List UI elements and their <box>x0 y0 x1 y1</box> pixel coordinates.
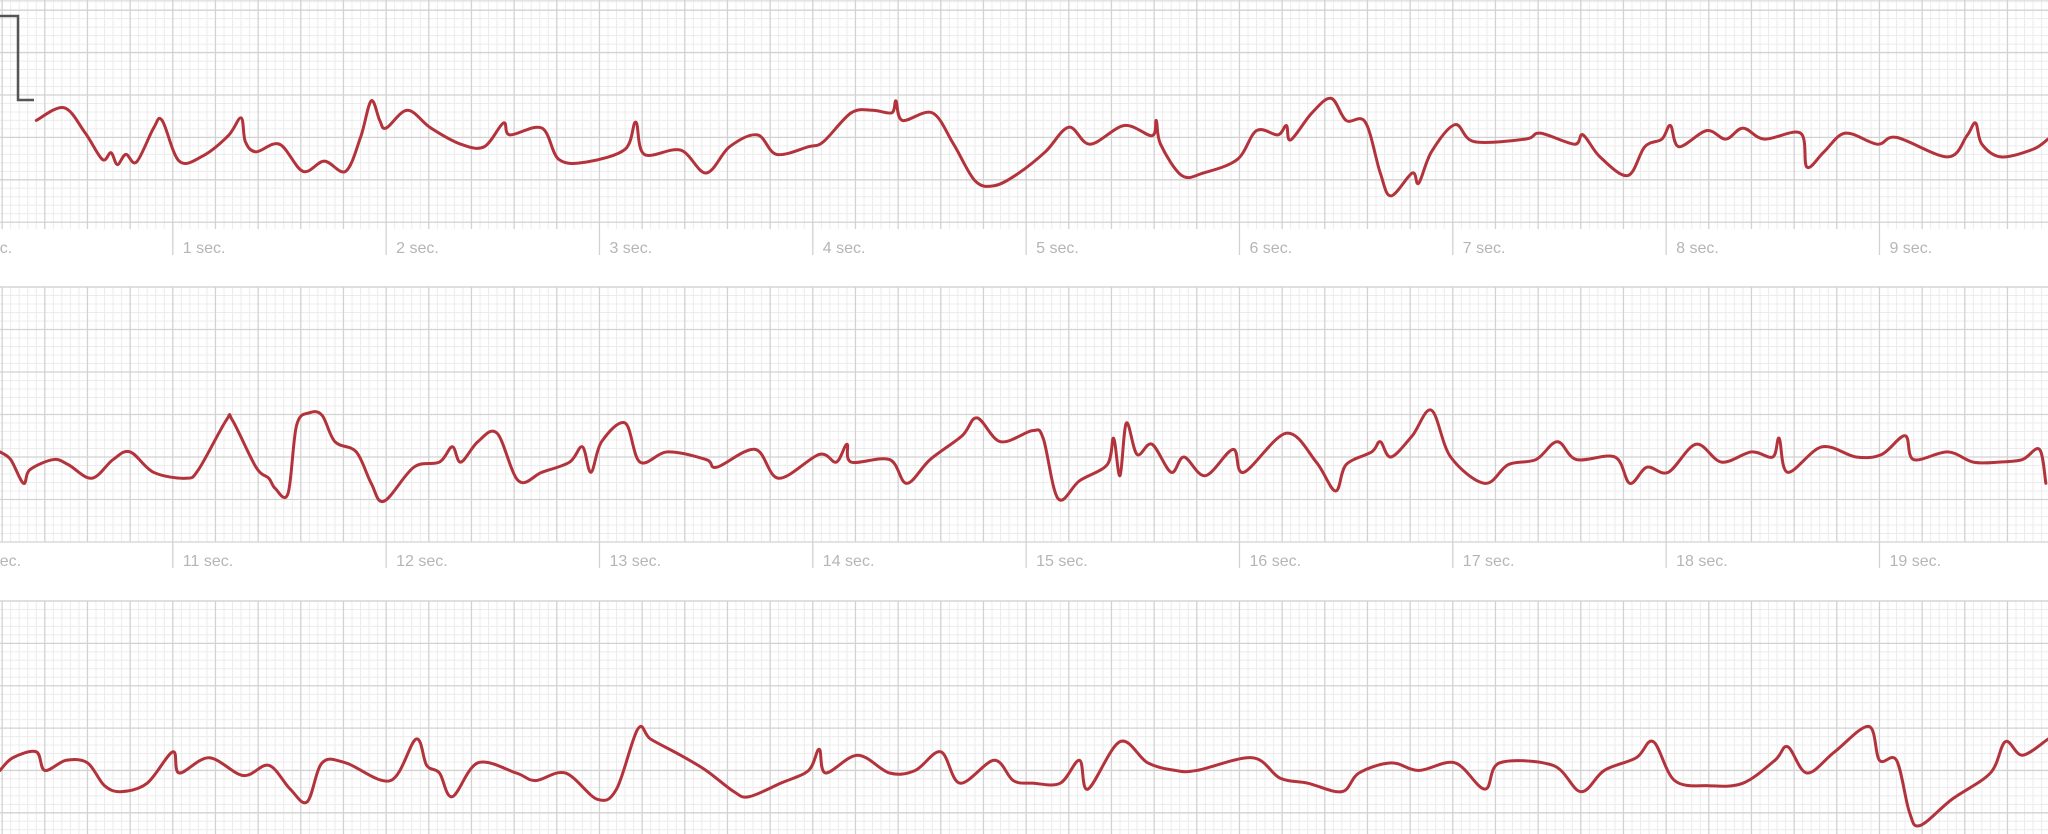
x-tick-label: 5 sec. <box>1036 240 1079 257</box>
x-tick-label: 18 sec. <box>1676 553 1728 570</box>
x-tick-label: 7 sec. <box>1463 240 1506 257</box>
x-tick-label: 19 sec. <box>1889 553 1941 570</box>
x-tick-label: 15 sec. <box>1036 553 1088 570</box>
x-tick-label: 16 sec. <box>1249 553 1301 570</box>
ecg-strip <box>0 600 2048 834</box>
ecg-trace <box>0 724 2048 828</box>
x-tick-label: 3 sec. <box>609 240 652 257</box>
ecg-trace <box>0 408 2048 504</box>
x-tick-label: 10 sec. <box>0 553 21 570</box>
calibration-mark <box>0 14 34 102</box>
x-tick-label: 4 sec. <box>823 240 866 257</box>
x-tick-label: 2 sec. <box>396 240 439 257</box>
ecg-strip: 10 sec. 11 sec. 12 sec. 13 sec. 14 sec. 15 se… <box>0 286 2048 570</box>
x-tick-label: 12 sec. <box>396 553 448 570</box>
x-tick-label: 6 sec. <box>1249 240 1292 257</box>
x-tick-label: 11 sec. <box>183 553 233 570</box>
x-tick-label: 9 sec. <box>1889 240 1932 257</box>
x-tick-label: 17 sec. <box>1463 553 1515 570</box>
x-tick-label: 14 sec. <box>823 553 875 570</box>
ecg-strip: 0 sec. 1 sec. 2 sec. 3 sec. 4 sec. 5 sec. 6 se… <box>0 0 2048 257</box>
x-tick-label: 1 sec. <box>183 240 226 257</box>
x-tick-label: 0 sec. <box>0 240 12 257</box>
x-tick-label: 8 sec. <box>1676 240 1719 257</box>
x-tick-label: 13 sec. <box>609 553 661 570</box>
ecg-trace <box>34 96 2048 198</box>
